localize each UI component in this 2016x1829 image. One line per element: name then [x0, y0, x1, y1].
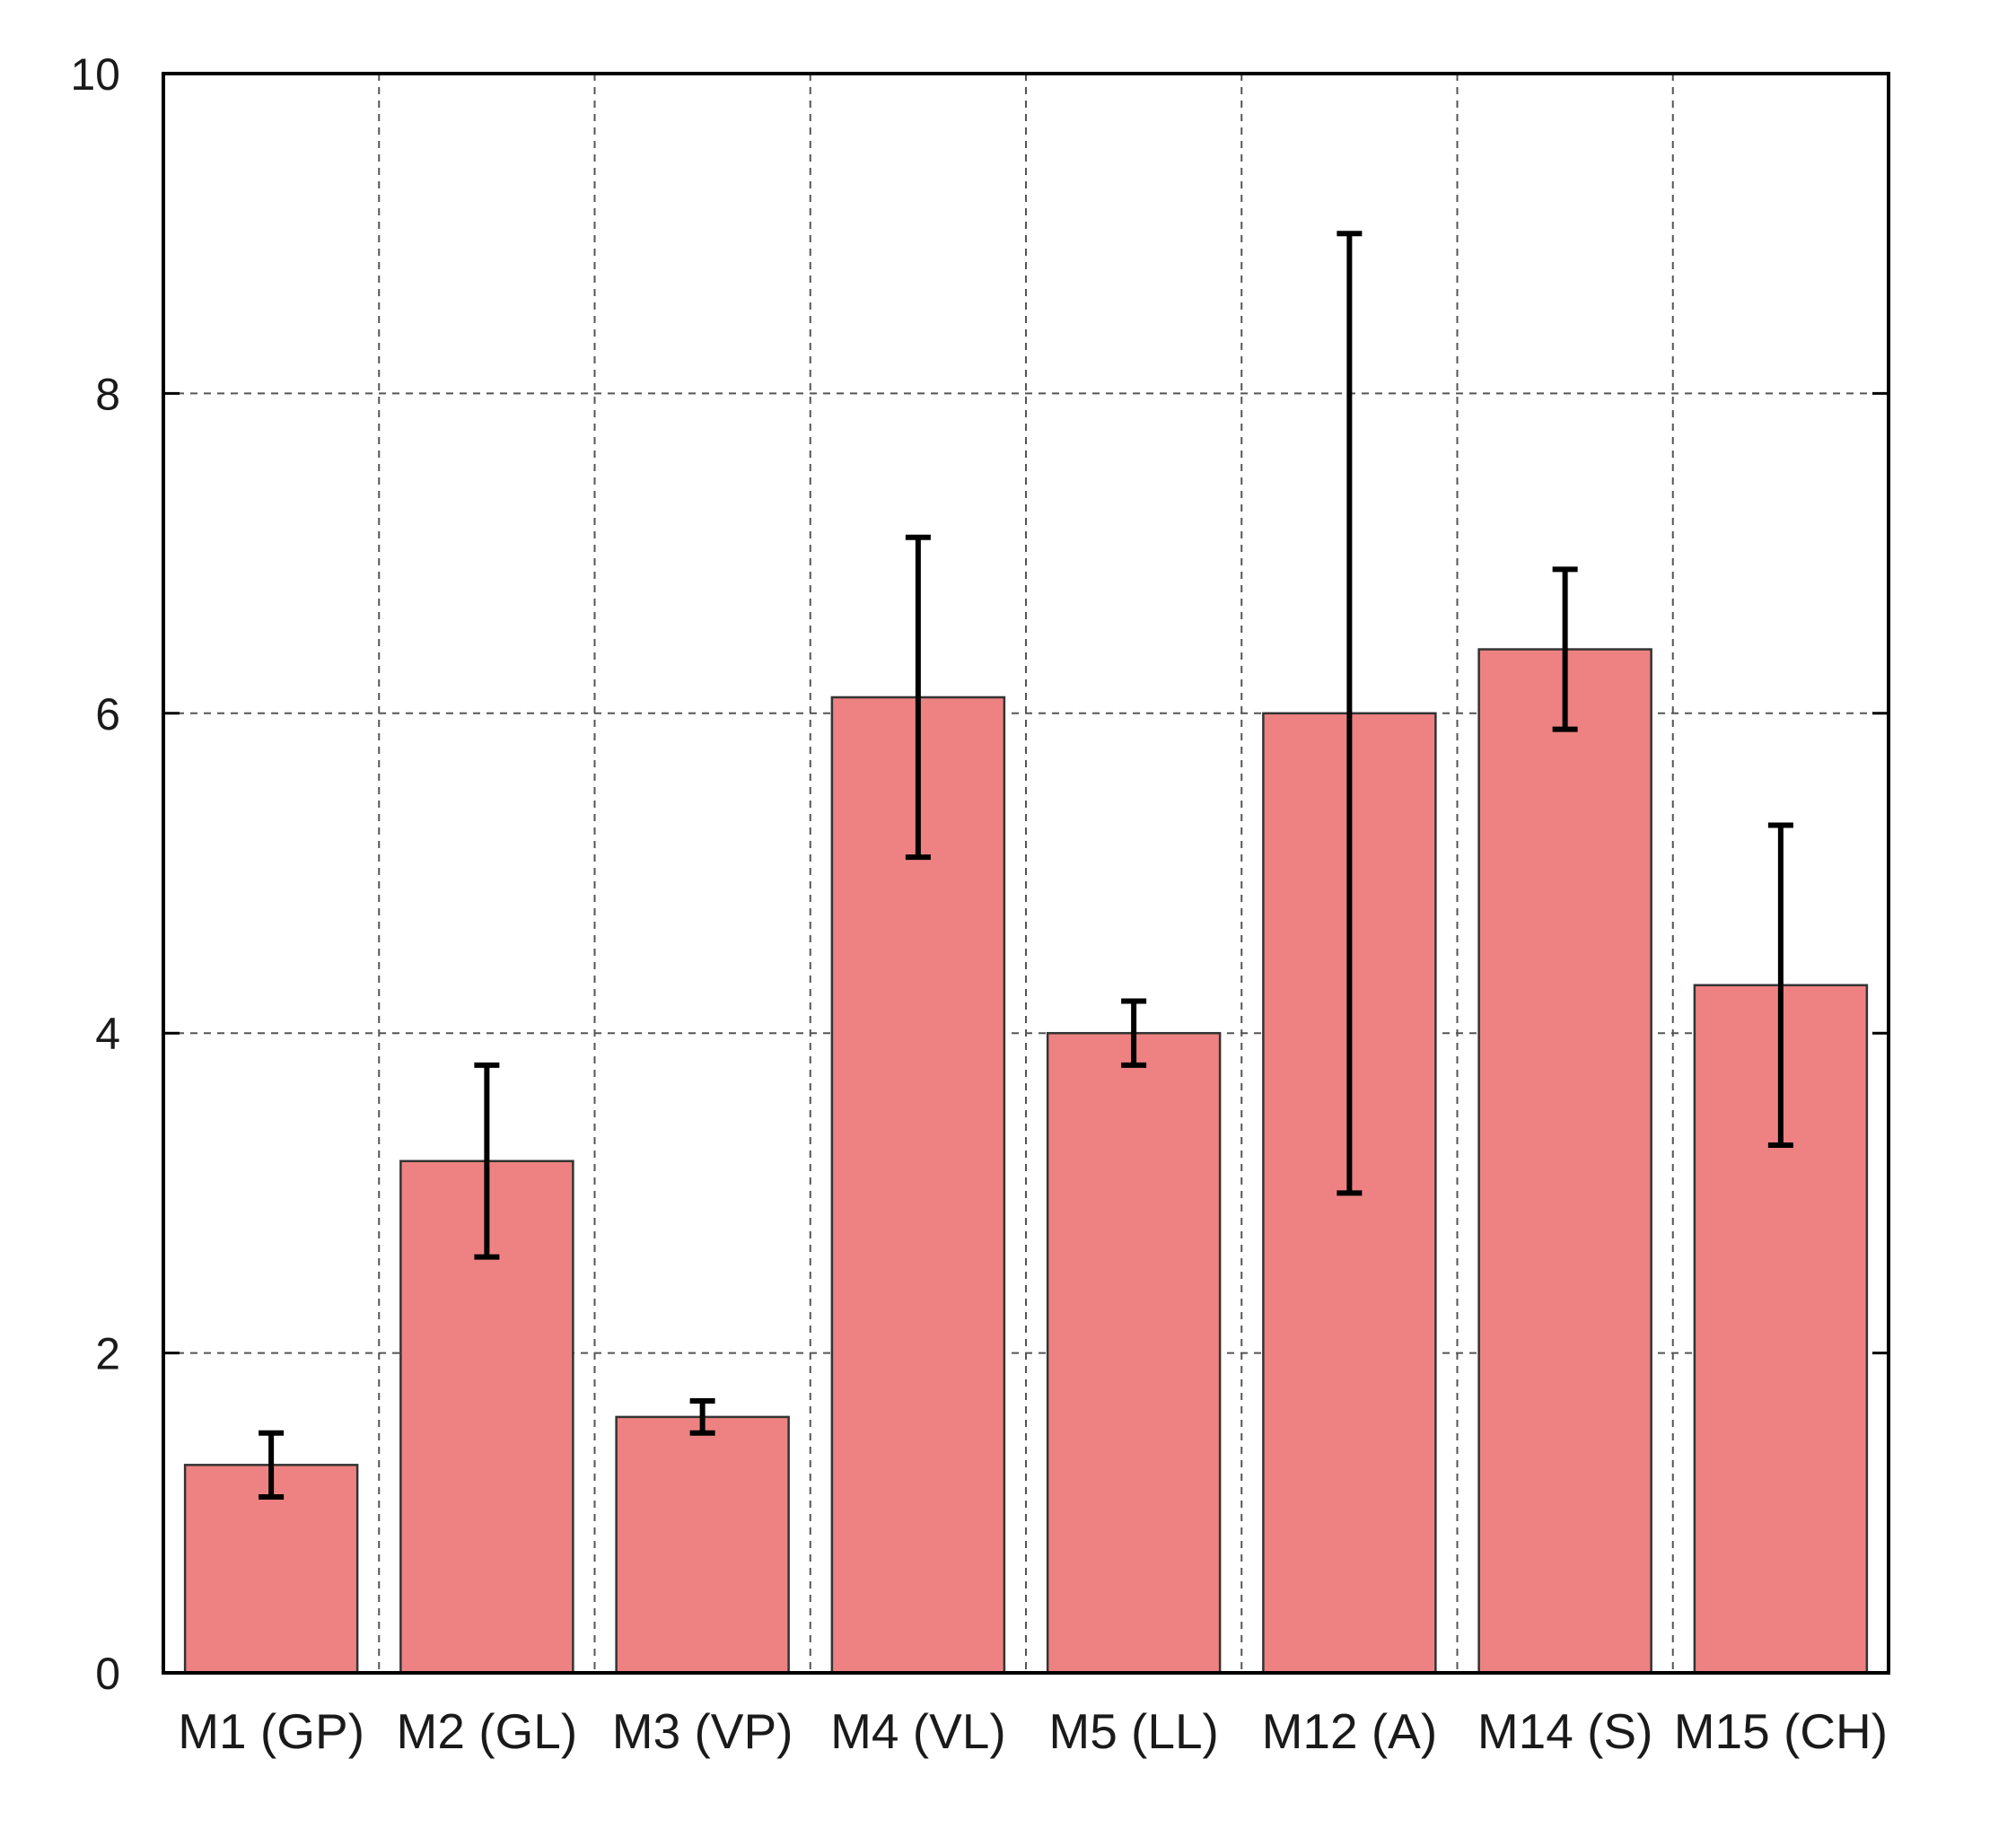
bar	[1046, 1031, 1222, 1675]
y-axis-ticks: 0 2 4 6 8 10	[70, 49, 1889, 1699]
x-category-label: M2 (GL)	[397, 1703, 578, 1759]
y-tick-label: 2	[95, 1329, 120, 1379]
y-tick-label: 0	[95, 1649, 120, 1699]
error-bars	[259, 231, 1793, 1500]
x-category-label: M1 (GP)	[178, 1703, 364, 1759]
bar	[615, 1415, 790, 1675]
bar	[1477, 648, 1652, 1675]
x-category-label: M4 (VL)	[830, 1703, 1006, 1759]
plot-frame	[162, 72, 1890, 1675]
x-category-label: M3 (VP)	[612, 1703, 793, 1759]
x-category-label: M12 (A)	[1262, 1703, 1438, 1759]
x-category-label: M15 (CH)	[1674, 1703, 1888, 1759]
y-tick-label: 4	[95, 1009, 120, 1059]
x-axis-labels: M1 (GP) M2 (GL) M3 (VP) M4 (VL) M5 (LL) M12 (…	[178, 1703, 1888, 1759]
x-category-label: M5 (LL)	[1048, 1703, 1219, 1759]
y-tick-label: 8	[95, 369, 120, 419]
y-tick-label: 10	[70, 49, 120, 100]
y-tick-label: 6	[95, 689, 120, 739]
x-category-label: M14 (S)	[1477, 1703, 1653, 1759]
